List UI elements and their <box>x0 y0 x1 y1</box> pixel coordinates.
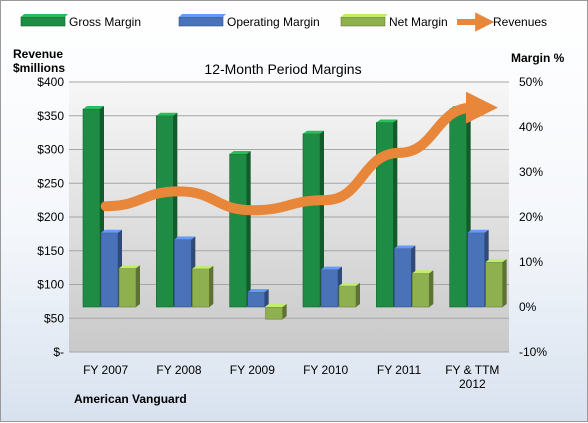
bar-top-face <box>174 236 196 240</box>
bar-side-face <box>209 265 214 307</box>
bar-top-face <box>303 130 324 134</box>
bar-top-face <box>247 289 269 293</box>
left-axis-tick-label: $200 <box>37 210 64 224</box>
x-axis-tick-label: FY 2008 <box>156 363 201 377</box>
x-axis-tick-label: FY 2009 <box>230 363 275 377</box>
bar-top-face <box>485 259 507 262</box>
bar-gross-margin <box>82 108 101 308</box>
right-axis-tick-label: -10% <box>519 345 547 359</box>
company-name: American Vanguard <box>74 392 187 406</box>
left-axis-tick-label: $300 <box>37 143 64 157</box>
bar-net-margin <box>265 306 283 320</box>
bar-top-face <box>265 304 287 307</box>
bar-top-face <box>321 266 342 270</box>
legend-swatch <box>340 16 386 27</box>
bar-operating-margin <box>467 232 485 308</box>
bar-operating-margin <box>394 248 412 308</box>
bar-gross-margin <box>156 115 174 308</box>
legend-label: Revenues <box>493 15 547 29</box>
bar-side-face <box>429 270 434 307</box>
legend-label: Net Margin <box>389 15 448 29</box>
bar-operating-margin <box>320 269 339 308</box>
bar-top-face <box>339 282 360 286</box>
bar-top-face <box>156 112 178 116</box>
bar-top-face <box>83 106 104 109</box>
bar-top-face <box>412 270 434 274</box>
x-axis-tick-label: FY 2010 <box>303 363 348 377</box>
bar-operating-margin <box>174 239 192 308</box>
bar-gross-margin <box>449 108 467 308</box>
bar-operating-margin <box>247 291 265 308</box>
right-axis-tick-label: 50% <box>519 75 543 89</box>
bar-side-face <box>246 151 251 307</box>
bar-side-face <box>282 304 287 320</box>
bar-top-face <box>101 229 122 233</box>
left-axis-tick-label: $50 <box>44 311 64 325</box>
legend-label: Gross Margin <box>69 15 141 29</box>
right-axis-tick-label: 40% <box>519 120 543 134</box>
legend-label: Operating Margin <box>227 15 320 29</box>
bar-gross-margin <box>302 133 321 308</box>
legend-swatch <box>20 16 66 27</box>
chart-title: 12-Month Period Margins <box>204 61 361 77</box>
bar-top-face <box>376 119 398 123</box>
right-axis-tick-label: 20% <box>519 210 543 224</box>
bar-top-face <box>467 229 489 233</box>
left-axis-title: $millions <box>13 61 65 75</box>
x-axis-tick-label: FY 2007 <box>83 363 128 377</box>
bar-side-face <box>356 282 360 307</box>
x-axis-tick-label: 2012 <box>459 377 486 391</box>
bar-top-face <box>229 151 251 154</box>
bar-side-face <box>320 130 324 307</box>
bar-top-face <box>394 245 416 249</box>
bar-net-margin <box>485 261 503 308</box>
left-axis-tick-label: $150 <box>37 244 64 258</box>
left-axis-tick-label: $250 <box>37 176 64 190</box>
left-axis-tick-label: $400 <box>37 75 64 89</box>
legend-swatch <box>178 16 224 27</box>
legend-swatch-top <box>21 14 68 17</box>
bar-top-face <box>119 265 140 269</box>
right-axis-tick-label: 10% <box>519 255 543 269</box>
bar-net-margin <box>338 285 357 308</box>
left-axis-tick-label: $350 <box>37 109 64 123</box>
bar-top-face <box>192 265 214 269</box>
right-axis-tick-label: 0% <box>519 300 537 314</box>
bar-side-face <box>264 289 269 307</box>
bar-side-face <box>136 265 140 307</box>
left-axis-tick-label: $- <box>53 345 64 359</box>
legend-swatch-top <box>341 14 388 17</box>
legend-swatch-top <box>179 14 226 17</box>
bar-side-face <box>502 259 507 307</box>
bar-gross-margin <box>229 153 247 308</box>
left-axis-title: Revenue <box>13 47 63 61</box>
x-axis-tick-label: FY & TTM <box>445 363 499 377</box>
right-axis-tick-label: 30% <box>519 165 543 179</box>
bar-net-margin <box>412 272 430 308</box>
bar-net-margin <box>118 267 137 308</box>
left-axis-tick-label: $100 <box>37 278 64 292</box>
right-axis-title: Margin % <box>511 51 565 65</box>
revenue-line <box>100 91 498 216</box>
bar-operating-margin <box>100 232 119 308</box>
x-axis-tick-label: FY 2011 <box>377 363 422 377</box>
bar-net-margin <box>192 268 210 308</box>
